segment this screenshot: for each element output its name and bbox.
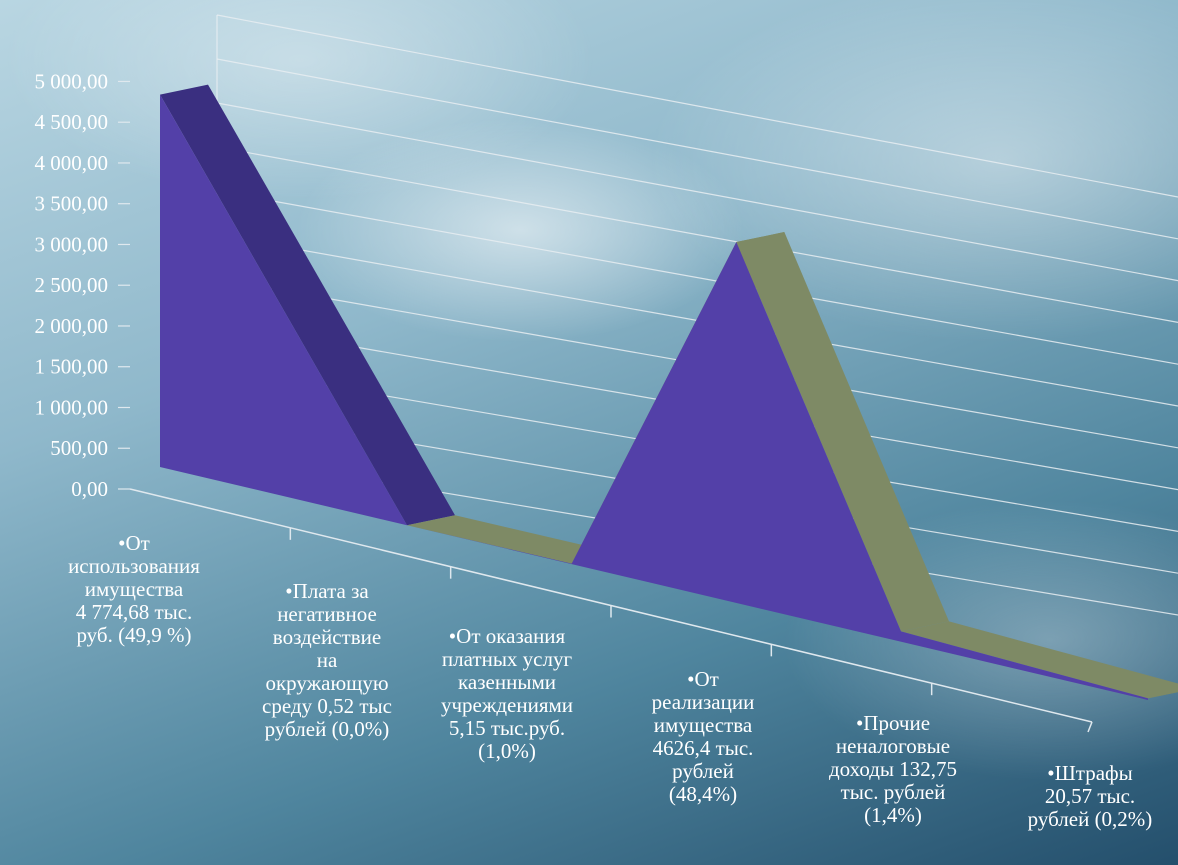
x-category-label: •От использования имущества 4 774,68 тыс…: [68, 531, 200, 647]
y-tick-label: 500,00: [50, 436, 108, 460]
x-category-label: •Штрафы 20,57 тыс. рублей (0,2%): [1027, 761, 1153, 831]
y-tick-label: 3 500,00: [35, 192, 109, 216]
area-end-face: [1148, 691, 1178, 699]
area-side-face: [736, 232, 949, 632]
y-tick-label: 2 500,00: [35, 273, 109, 297]
y-tick-label: 5 000,00: [35, 69, 109, 93]
area-series: [160, 84, 1178, 701]
y-tick-label: 1 500,00: [35, 355, 109, 379]
x-category-label: •От реализации имущества 4626,4 тыс. руб…: [651, 667, 755, 806]
gridline: [216, 14, 1178, 198]
gridline: [216, 190, 1178, 365]
x-category-label: •Прочие неналоговые доходы 132,75 тыс. р…: [828, 711, 958, 827]
area-side-face: [160, 84, 455, 526]
y-tick-label: 2 000,00: [35, 314, 109, 338]
gridline: [216, 146, 1178, 323]
area-side-face: [407, 515, 620, 564]
y-tick-label: 4 500,00: [35, 110, 109, 134]
x-category-label: •Плата за негативное воздействие на окру…: [262, 579, 392, 741]
y-tick-label: 3 000,00: [35, 232, 109, 256]
y-tick-label: 1 000,00: [35, 395, 109, 419]
y-tick-label: 0,00: [71, 477, 108, 501]
y-tick-label: 4 000,00: [35, 151, 109, 175]
axes: [129, 488, 1093, 733]
area-front-face: [160, 94, 1148, 701]
area-side-face: [901, 621, 1178, 699]
y-axis-ticks: 0,00 500,00 1 000,00 1 500,00 2 000,00 2 500,…: [35, 69, 130, 501]
x-tick-mark: [1087, 721, 1093, 733]
x-category-label: •От оказания платных услуг казенными учр…: [440, 624, 574, 763]
gridline: [216, 58, 1178, 240]
gridline: [216, 102, 1178, 282]
